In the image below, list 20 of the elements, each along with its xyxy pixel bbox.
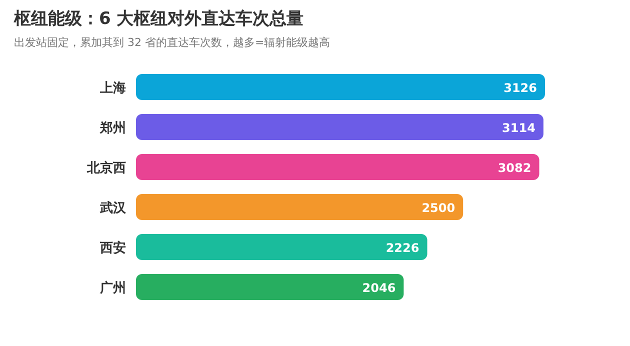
chart-subtitle: 出发站固定，累加其到 32 省的直达车次数，越多=辐射能级越高 xyxy=(14,36,330,49)
y-tick-label: 西安 xyxy=(99,240,126,256)
bar xyxy=(136,234,428,260)
data-label: 3114 xyxy=(502,121,536,135)
data-label: 2500 xyxy=(422,201,456,215)
y-tick-label: 武汉 xyxy=(99,201,127,216)
data-label: 3082 xyxy=(498,161,532,175)
data-label: 2226 xyxy=(386,241,420,255)
bar xyxy=(136,274,404,300)
bar xyxy=(136,154,540,180)
y-tick-label: 广州 xyxy=(99,280,126,296)
y-tick-label: 北京西 xyxy=(86,160,126,176)
chart-title: 枢纽能级：6 大枢纽对外直达车次总量 xyxy=(13,9,304,29)
data-label: 3126 xyxy=(504,81,537,95)
bar xyxy=(136,114,544,140)
data-label: 2046 xyxy=(362,281,396,295)
bar xyxy=(136,194,464,220)
bar xyxy=(136,74,545,100)
y-tick-label: 上海 xyxy=(99,81,126,96)
y-tick-label: 郑州 xyxy=(99,121,126,136)
